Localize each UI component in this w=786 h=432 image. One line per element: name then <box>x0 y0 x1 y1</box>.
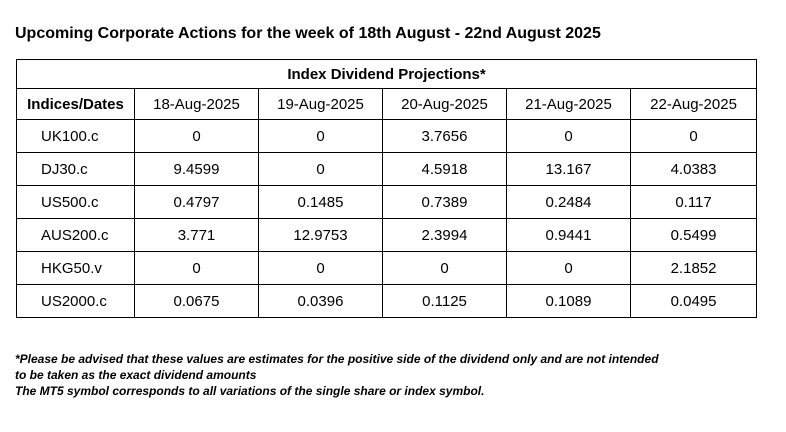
dividend-value: 0 <box>382 251 507 285</box>
dividend-value: 0.5499 <box>629 218 758 252</box>
dividend-value: 0.9441 <box>506 218 631 252</box>
date-header: 20-Aug-2025 <box>382 88 507 120</box>
dividend-value: 3.771 <box>134 218 259 252</box>
index-symbol: DJ30.c <box>16 152 135 186</box>
table-row: DJ30.c 9.4599 0 4.5918 13.167 4.0383 <box>16 152 758 186</box>
dividend-value: 4.0383 <box>629 152 758 186</box>
dividend-value: 2.1852 <box>629 251 758 285</box>
page-title: Upcoming Corporate Actions for the week … <box>15 25 601 42</box>
indices-dates-header: Indices/Dates <box>16 88 135 120</box>
dividend-value: 0 <box>258 152 383 186</box>
table-row: UK100.c 0 0 3.7656 0 0 <box>16 119 758 153</box>
dividend-value: 0 <box>134 119 259 153</box>
date-header-row: Indices/Dates 18-Aug-2025 19-Aug-2025 20… <box>16 88 758 120</box>
date-header: 21-Aug-2025 <box>506 88 631 120</box>
index-symbol: UK100.c <box>16 119 135 153</box>
index-symbol: US500.c <box>16 185 135 219</box>
dividend-value: 9.4599 <box>134 152 259 186</box>
dividend-value: 12.9753 <box>258 218 383 252</box>
table-row: HKG50.v 0 0 0 0 2.1852 <box>16 251 758 285</box>
table-row: US500.c 0.4797 0.1485 0.7389 0.2484 0.11… <box>16 185 758 219</box>
disclaimer-line: *Please be advised that these values are… <box>15 352 659 366</box>
dividend-value: 0.1125 <box>382 284 507 318</box>
dividend-value: 4.5918 <box>382 152 507 186</box>
date-header: 19-Aug-2025 <box>258 88 383 120</box>
symbol-note: The MT5 symbol corresponds to all variat… <box>15 384 485 398</box>
dividend-value: 3.7656 <box>382 119 507 153</box>
table-caption: Index Dividend Projections* <box>15 59 758 89</box>
dividend-value: 0.0396 <box>258 284 383 318</box>
disclaimer-notes: *Please be advised that these values are… <box>15 351 775 399</box>
dividend-value: 0 <box>506 119 631 153</box>
index-symbol: HKG50.v <box>16 251 135 285</box>
disclaimer-line: to be taken as the exact dividend amount… <box>15 368 257 382</box>
dividend-value: 2.3994 <box>382 218 507 252</box>
date-header: 18-Aug-2025 <box>134 88 259 120</box>
dividend-value: 0.1485 <box>258 185 383 219</box>
dividend-value: 0.1089 <box>506 284 631 318</box>
dividend-value: 0 <box>134 251 259 285</box>
dividend-value: 0 <box>506 251 631 285</box>
date-header: 22-Aug-2025 <box>629 88 758 120</box>
dividend-value: 0.4797 <box>134 185 259 219</box>
dividend-value: 0.117 <box>629 185 758 219</box>
index-symbol: US2000.c <box>16 284 135 318</box>
dividend-value: 0.0675 <box>134 284 259 318</box>
table-row: US2000.c 0.0675 0.0396 0.1125 0.1089 0.0… <box>16 284 758 318</box>
dividend-value: 13.167 <box>506 152 631 186</box>
dividend-value: 0 <box>258 251 383 285</box>
dividend-value: 0.0495 <box>629 284 758 318</box>
dividend-value: 0.2484 <box>506 185 631 219</box>
dividend-value: 0.7389 <box>382 185 507 219</box>
index-symbol: AUS200.c <box>16 218 135 252</box>
dividend-projections-table: Index Dividend Projections* Indices/Date… <box>15 59 758 318</box>
table-row: AUS200.c 3.771 12.9753 2.3994 0.9441 0.5… <box>16 218 758 252</box>
dividend-value: 0 <box>629 119 758 153</box>
dividend-value: 0 <box>258 119 383 153</box>
